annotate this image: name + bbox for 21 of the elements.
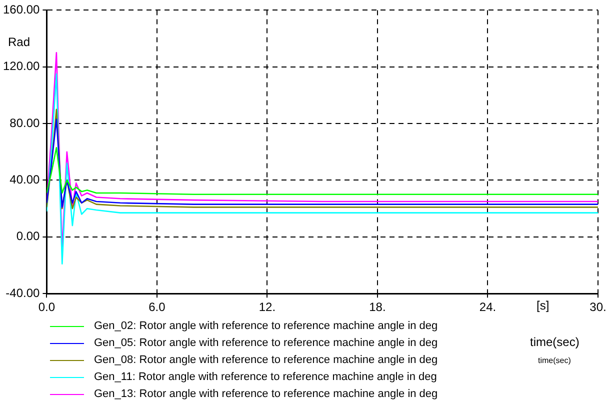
y-tick-label: 120.00 — [3, 59, 40, 74]
legend-label: Gen_02: Rotor angle with reference to reference machine angle in deg — [94, 319, 438, 334]
legend-label: Gen_13: Rotor angle with reference to reference machine angle in deg — [94, 387, 438, 402]
x-tick-label: 6.0 — [148, 300, 166, 314]
text: time(sec) — [538, 356, 571, 365]
x-tick-label: 0.0 — [38, 300, 56, 314]
legend-label: Gen_05: Rotor angle with reference to reference machine angle in deg — [94, 336, 438, 351]
text: time(sec) — [530, 335, 580, 349]
y-tick-label: -40.00 — [6, 286, 40, 300]
y-tick-label: 40.00 — [10, 172, 40, 187]
legend-label: Gen_08: Rotor angle with reference to reference machine angle in deg — [94, 353, 438, 368]
y-axis-title: Rad — [8, 35, 30, 50]
x-tick-label: 24. — [479, 300, 496, 314]
legend-label: Gen_11: Rotor angle with reference to reference machine angle in deg — [94, 370, 437, 385]
x-tick-label: 18. — [369, 300, 386, 314]
y-tick-label: 0.00 — [16, 229, 40, 244]
x-axis-title: [s] — [536, 298, 550, 313]
y-tick-label: 160.00 — [3, 2, 40, 17]
y-tick-label: 80.00 — [10, 116, 40, 130]
x-tick-label: 30. — [590, 300, 606, 314]
x-tick-label: 12. — [258, 300, 276, 314]
